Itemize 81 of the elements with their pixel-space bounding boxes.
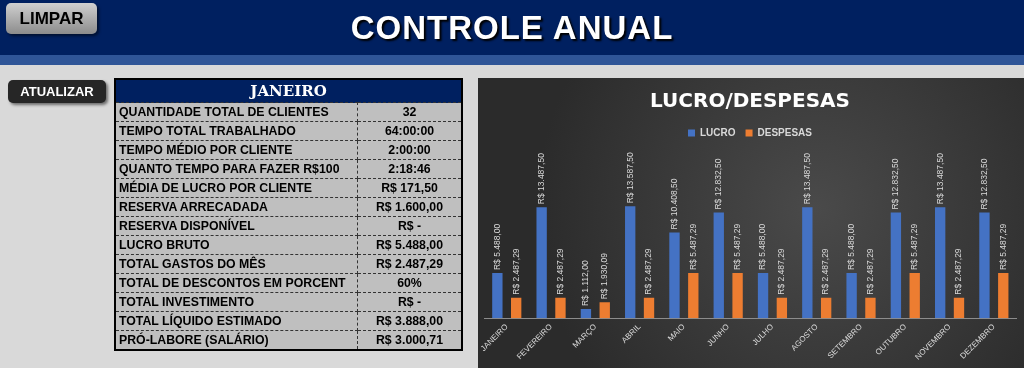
- bar: [643, 297, 655, 319]
- text: 60%: [357, 273, 462, 293]
- text: QUANTIDADE TOTAL DE CLIENTES: [115, 102, 358, 122]
- text: MÉDIA DE LUCRO POR CLIENTE: [115, 178, 358, 198]
- bar: [536, 207, 547, 319]
- data-label: R$ 12.832,50: [890, 158, 901, 210]
- data-label: R$ 13.487,50: [801, 152, 812, 205]
- text: TEMPO TOTAL TRABALHADO: [115, 121, 358, 141]
- text: R$ 1.600,00: [357, 197, 462, 217]
- data-label: R$ 2.487,29: [554, 248, 565, 295]
- bar: [492, 273, 503, 319]
- text: RESERVA ARRECADADA: [115, 197, 358, 217]
- bar: [865, 297, 876, 319]
- data-label: R$ 1.930,09: [599, 252, 610, 300]
- data-label: R$ 5.487,29: [731, 223, 742, 271]
- bar: [998, 273, 1009, 319]
- data-label: R$ 13.487,50: [934, 152, 945, 205]
- data-label: R$ 12.832,50: [978, 158, 989, 210]
- text: PRÓ-LABORE (SALÁRIO): [115, 330, 358, 350]
- text: TOTAL INVESTIMENTO: [115, 292, 358, 312]
- text: R$ 3.000,71: [357, 330, 462, 350]
- text: TOTAL DE DESCONTOS EM PORCENT: [115, 273, 358, 293]
- text: LUCRO BRUTO: [115, 235, 358, 255]
- bar: [511, 297, 522, 319]
- bar: [555, 297, 566, 319]
- text: TOTAL GASTOS DO MÊS: [115, 254, 358, 274]
- data-label: R$ 2.487,29: [776, 248, 787, 295]
- data-label: R$ 5.488,00: [845, 223, 856, 271]
- data-label: R$ 2.487,29: [510, 248, 521, 295]
- data-label: R$ 13.487,50: [535, 152, 546, 205]
- data-label: R$ 5.488,00: [757, 223, 768, 271]
- text: R$ -: [357, 216, 462, 236]
- data-label: R$ 5.487,29: [997, 223, 1008, 271]
- text: CONTROLE ANUAL: [350, 9, 674, 46]
- bar: [890, 212, 902, 319]
- text: 64:00:00: [357, 121, 462, 141]
- text: QUANTO TEMPO PARA FAZER R$100: [115, 159, 358, 179]
- text: TEMPO MÉDIO POR CLIENTE: [115, 140, 358, 160]
- text: ATUALIZAR: [8, 80, 106, 103]
- text: TOTAL LÍQUIDO ESTIMADO: [115, 311, 358, 331]
- data-label: R$ 5.488,00: [491, 223, 502, 271]
- text: R$ -: [357, 292, 462, 312]
- bar: [625, 206, 636, 319]
- bar: [688, 273, 699, 319]
- data-label: R$ 13.587,50: [624, 152, 635, 204]
- bar: [909, 273, 920, 319]
- bar: [979, 212, 990, 319]
- bar: [713, 212, 724, 319]
- bar: [580, 309, 592, 319]
- legend-label: DESPESAS: [757, 126, 813, 138]
- bar: [757, 273, 769, 319]
- data-label: R$ 10.408,50: [668, 178, 679, 230]
- text: 2:18:46: [357, 159, 462, 179]
- data-label: R$ 5.487,29: [909, 223, 920, 271]
- data-label: R$ 1.112,00: [580, 260, 591, 307]
- data-label: R$ 5.487,29: [687, 223, 698, 271]
- bar: [846, 273, 857, 319]
- bar: [820, 297, 832, 319]
- text: 2:00:00: [357, 140, 462, 160]
- bar: [669, 232, 680, 319]
- bar: [802, 207, 813, 319]
- text: R$ 171,50: [357, 178, 462, 198]
- bar: [776, 297, 788, 319]
- text: R$ 2.487,29: [357, 254, 462, 274]
- bar: [953, 297, 965, 319]
- bar: [599, 302, 610, 319]
- bar: [732, 273, 743, 319]
- text: R$ 3.888,00: [357, 311, 462, 331]
- text: 32: [357, 102, 462, 122]
- chart-title: LUCRO/DESPESAS: [650, 88, 850, 113]
- bar: [934, 207, 946, 319]
- text: R$ 5.488,00: [357, 235, 462, 255]
- text: LIMPAR: [6, 3, 97, 34]
- data-label: R$ 2.487,29: [953, 248, 964, 295]
- data-label: R$ 2.487,29: [643, 248, 654, 295]
- data-label: R$ 12.832,50: [713, 158, 724, 210]
- data-label: R$ 2.487,29: [864, 248, 875, 295]
- data-label: R$ 2.487,29: [820, 248, 831, 295]
- text: JANEIRO: [115, 79, 462, 103]
- text: RESERVA DISPONÍVEL: [115, 216, 358, 236]
- legend-label: LUCRO: [699, 126, 736, 138]
